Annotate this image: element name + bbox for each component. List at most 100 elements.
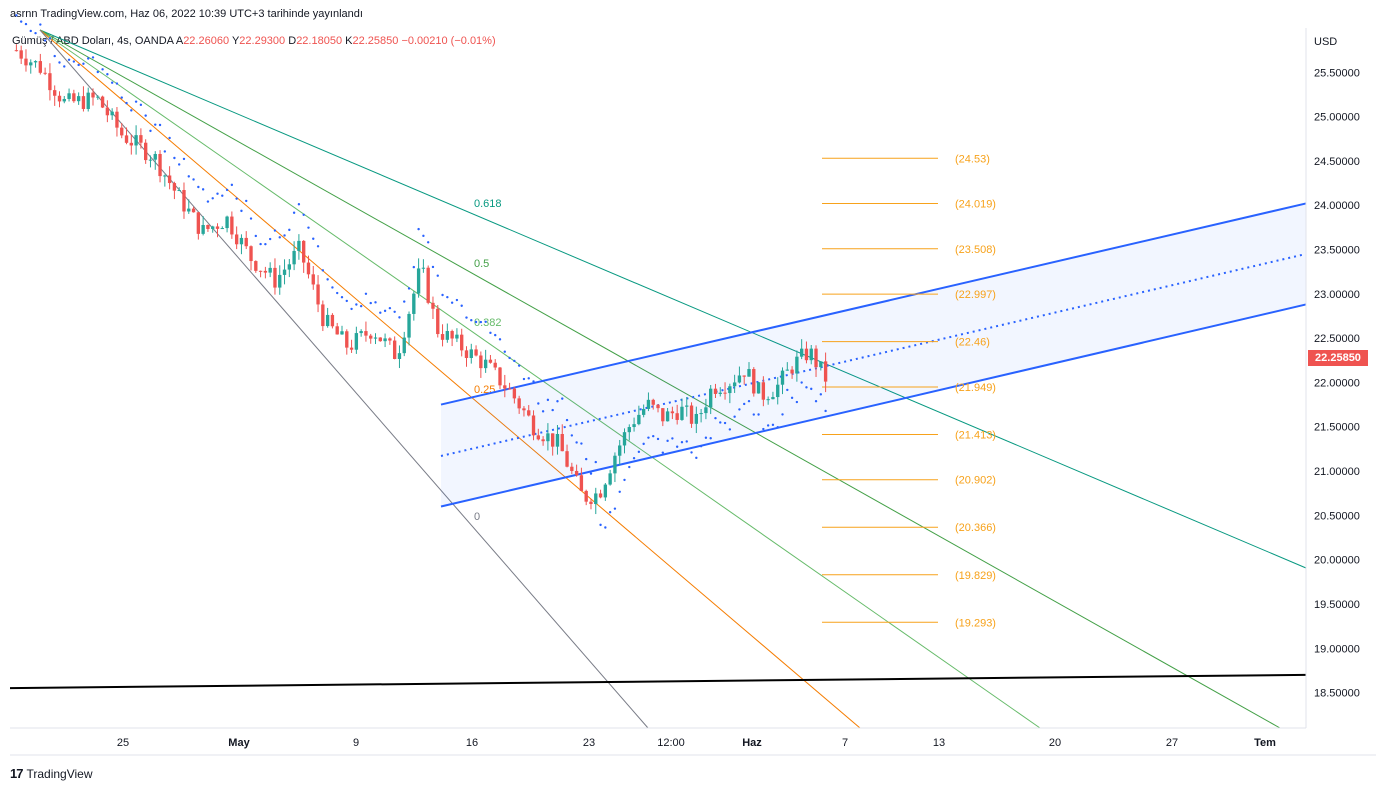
sar-dot: [671, 437, 674, 440]
candle-body: [507, 388, 512, 390]
high-value: 22.29300: [239, 35, 286, 47]
candle-body: [172, 183, 177, 191]
sar-dot: [599, 523, 602, 527]
x-tick-label: May: [228, 737, 250, 749]
sar-dot: [628, 465, 631, 469]
sar-dot: [369, 301, 372, 305]
candle-body: [201, 225, 205, 234]
sar-dot: [714, 416, 717, 420]
sar-dot: [230, 183, 234, 187]
candle-body: [718, 392, 722, 394]
candle-body: [100, 96, 105, 108]
candle-body: [268, 267, 272, 273]
sar-dot: [508, 356, 511, 360]
sar-dot: [53, 54, 56, 58]
candle-body: [728, 386, 732, 394]
candle-body: [306, 262, 311, 275]
y-tick-label: 23.50000: [1314, 245, 1360, 257]
sar-dot: [187, 175, 190, 178]
candle-body: [651, 399, 655, 405]
symbol-legend[interactable]: Gümüş / ABD Doları, 4s, OANDA A22.26060 …: [12, 35, 496, 47]
candle-body: [641, 408, 646, 415]
sar-dot: [436, 274, 439, 277]
candle-body: [86, 92, 90, 109]
sar-dot: [527, 377, 530, 380]
sar-dot: [19, 20, 23, 23]
candle-body: [316, 284, 320, 305]
sar-dot: [383, 309, 387, 313]
candle-body: [685, 405, 689, 407]
candle-body: [282, 269, 287, 275]
sar-dot: [556, 400, 559, 403]
fib-target-label: (23.508): [955, 244, 996, 256]
fib-target-label: (24.019): [955, 199, 996, 211]
candle-body: [723, 392, 727, 394]
low-value: 22.18050: [296, 35, 343, 47]
candle-body: [321, 304, 325, 327]
sar-dot: [484, 320, 487, 323]
sar-dot: [656, 437, 660, 441]
candle-body: [110, 111, 114, 116]
sar-dot: [67, 58, 71, 61]
candle-body: [445, 331, 450, 340]
candle-body: [120, 127, 124, 136]
sar-dot: [268, 237, 272, 241]
candle-body: [292, 250, 296, 265]
parabolic-sar: [15, 14, 827, 529]
sar-dot: [795, 400, 799, 404]
sar-dot: [652, 434, 655, 438]
candle-body: [436, 308, 440, 335]
fib-target-label: (22.46): [955, 337, 990, 349]
sar-dot: [350, 307, 353, 311]
y-tick-label: 24.50000: [1314, 156, 1360, 168]
sar-dot: [120, 96, 123, 99]
candle-body: [455, 334, 459, 339]
axes: USD 25.50000 25.00000 24.50000 24.00000 23.50…: [10, 28, 1376, 756]
candle-body: [354, 333, 359, 350]
candle-body: [536, 435, 540, 440]
candle-body: [62, 98, 66, 102]
candle-body: [96, 96, 100, 98]
sar-dot: [173, 156, 176, 160]
candle-body: [388, 338, 392, 341]
candle-body: [72, 93, 76, 102]
candle-body: [761, 382, 766, 400]
sar-dot: [168, 136, 171, 140]
sar-dot: [709, 437, 712, 440]
sar-dot: [29, 29, 32, 33]
candle-body: [340, 331, 344, 335]
candle-body: [81, 96, 86, 109]
candle-body: [153, 153, 157, 160]
candle-body: [244, 237, 248, 247]
sar-dot: [110, 81, 114, 84]
sar-dot: [704, 436, 708, 439]
candle-body: [460, 334, 464, 351]
candle-body: [656, 404, 660, 409]
regression-channel: [440, 202, 1307, 508]
candle-body: [804, 348, 809, 361]
x-tick-label: 20: [1049, 737, 1061, 749]
candle-body: [43, 72, 47, 74]
sar-dot: [551, 408, 554, 412]
fan-label: 0.5: [474, 258, 489, 270]
sar-dot: [39, 23, 42, 26]
channel-upper: [440, 202, 1307, 406]
candle-body: [91, 92, 95, 98]
fib-target-label: (21.413): [955, 429, 996, 441]
sar-dot: [489, 331, 492, 335]
sar-dot: [446, 295, 449, 299]
candle-body: [488, 359, 493, 363]
sar-dot: [154, 123, 157, 126]
candle-body: [819, 361, 823, 368]
sar-dot: [604, 526, 607, 529]
candle-body: [33, 61, 38, 63]
sar-dot: [541, 410, 545, 413]
tradingview-brand[interactable]: 17 TradingView: [10, 766, 93, 781]
sar-dot: [460, 304, 463, 307]
sar-dot: [403, 300, 406, 303]
candle-body: [555, 434, 560, 447]
sar-dot: [283, 234, 286, 237]
sar-dot: [805, 386, 808, 389]
candle-body: [416, 268, 421, 294]
